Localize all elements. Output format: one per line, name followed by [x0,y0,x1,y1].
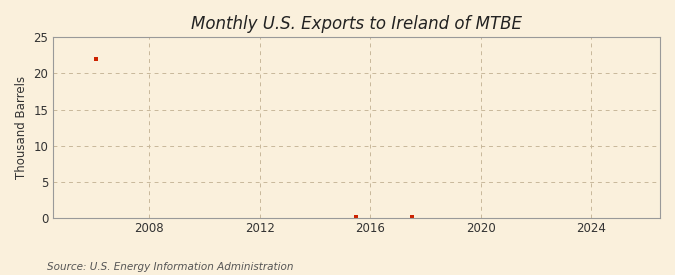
Title: Monthly U.S. Exports to Ireland of MTBE: Monthly U.S. Exports to Ireland of MTBE [191,15,522,33]
Text: Source: U.S. Energy Information Administration: Source: U.S. Energy Information Administ… [47,262,294,272]
Y-axis label: Thousand Barrels: Thousand Barrels [15,76,28,179]
